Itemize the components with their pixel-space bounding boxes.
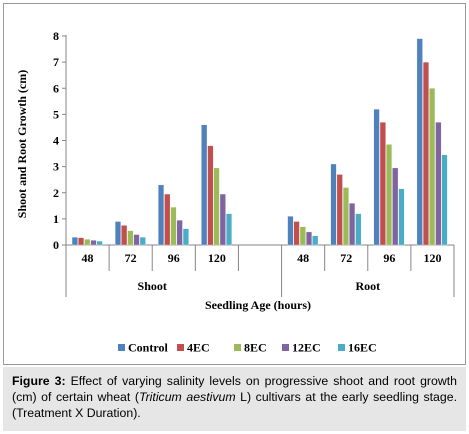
x-category-label: 96 bbox=[168, 251, 180, 265]
bar-8ec-5 bbox=[299, 226, 306, 246]
legend-label-control: Control bbox=[128, 341, 168, 355]
bar-4ec-2 bbox=[164, 193, 171, 246]
bar-control-6 bbox=[330, 163, 337, 246]
caption-species: Triticum aestivum bbox=[138, 390, 236, 404]
bar-12ec-0 bbox=[90, 240, 97, 246]
bar-8ec-0 bbox=[84, 239, 91, 246]
legend-swatch-12ec bbox=[282, 344, 289, 351]
bar-12ec-8 bbox=[435, 122, 442, 246]
bar-16ec-8 bbox=[441, 154, 448, 246]
bar-chart: Shoot and Root Growth (cm) Seedling Age … bbox=[15, 29, 455, 355]
legend-swatch-control bbox=[118, 344, 125, 351]
y-tick-label: 1 bbox=[53, 212, 59, 226]
x-axis-title: Seedling Age (hours) bbox=[205, 298, 311, 312]
figure-caption: Figure 3: Effect of varying salinity lev… bbox=[3, 367, 466, 431]
y-tick-label: 0 bbox=[53, 238, 59, 252]
y-tick-label: 4 bbox=[53, 134, 59, 148]
chart-frame: Shoot and Root Growth (cm) Seedling Age … bbox=[3, 3, 466, 365]
y-tick-label: 6 bbox=[53, 81, 59, 95]
bar-4ec-7 bbox=[379, 122, 386, 246]
legend-label-8ec: 8EC bbox=[244, 341, 267, 355]
bar-8ec-2 bbox=[170, 206, 177, 246]
bar-12ec-7 bbox=[392, 167, 399, 246]
bar-16ec-5 bbox=[312, 235, 319, 246]
bar-12ec-1 bbox=[133, 234, 140, 246]
bar-4ec-5 bbox=[293, 221, 300, 246]
bar-8ec-6 bbox=[342, 187, 349, 246]
bar-12ec-6 bbox=[349, 203, 356, 246]
bar-16ec-1 bbox=[139, 237, 146, 246]
legend-swatch-8ec bbox=[234, 344, 241, 351]
legend-label-16ec: 16EC bbox=[348, 341, 377, 355]
x-category-label: 48 bbox=[82, 251, 94, 265]
caption-text-before: Effect of varying salinity levels on pro… bbox=[12, 374, 457, 404]
bar-4ec-1 bbox=[121, 225, 128, 246]
legend-swatch-4ec bbox=[177, 344, 184, 351]
bar-control-7 bbox=[373, 109, 380, 246]
caption-label: Figure 3: bbox=[12, 374, 66, 388]
bar-12ec-5 bbox=[306, 231, 312, 246]
legend-swatch-16ec bbox=[338, 344, 345, 351]
y-tick-label: 3 bbox=[53, 160, 59, 174]
x-group-label-root: Root bbox=[355, 279, 380, 293]
y-tick-label: 5 bbox=[53, 107, 59, 121]
y-tick-label: 2 bbox=[53, 186, 59, 200]
y-axis-title: Shoot and Root Growth (cm) bbox=[15, 70, 29, 218]
bar-4ec-0 bbox=[78, 237, 85, 246]
bar-16ec-3 bbox=[226, 213, 232, 246]
x-category-label: 72 bbox=[340, 251, 352, 265]
bar-8ec-8 bbox=[429, 88, 436, 246]
bar-control-8 bbox=[416, 38, 423, 246]
bar-16ec-6 bbox=[355, 213, 362, 246]
bar-8ec-3 bbox=[213, 167, 220, 246]
bar-control-2 bbox=[158, 184, 165, 246]
bar-control-0 bbox=[71, 237, 78, 246]
caption-text-after: L) cultivars at the early seedling stage… bbox=[12, 390, 457, 420]
x-group-label-shoot: Shoot bbox=[138, 279, 167, 293]
bar-4ec-8 bbox=[422, 61, 429, 246]
bar-control-5 bbox=[287, 216, 294, 246]
y-tick-label: 8 bbox=[53, 29, 59, 43]
x-category-label: 72 bbox=[125, 251, 137, 265]
bar-16ec-2 bbox=[182, 228, 189, 246]
x-category-label: 96 bbox=[383, 251, 395, 265]
legend-label-4ec: 4EC bbox=[187, 341, 210, 355]
bar-12ec-3 bbox=[219, 193, 226, 246]
x-category-label: 120 bbox=[423, 251, 441, 265]
bar-12ec-2 bbox=[176, 220, 183, 246]
x-category-label: 48 bbox=[297, 251, 309, 265]
x-category-label: 120 bbox=[208, 251, 226, 265]
bar-4ec-3 bbox=[207, 145, 214, 246]
bar-8ec-1 bbox=[127, 230, 134, 246]
bar-8ec-7 bbox=[386, 144, 392, 246]
bar-16ec-7 bbox=[398, 188, 405, 246]
bar-control-3 bbox=[201, 124, 208, 246]
legend-label-12ec: 12EC bbox=[292, 341, 321, 355]
bar-16ec-0 bbox=[96, 240, 103, 246]
bar-4ec-6 bbox=[336, 174, 343, 246]
y-tick-label: 7 bbox=[53, 55, 59, 69]
bar-control-1 bbox=[115, 221, 121, 246]
